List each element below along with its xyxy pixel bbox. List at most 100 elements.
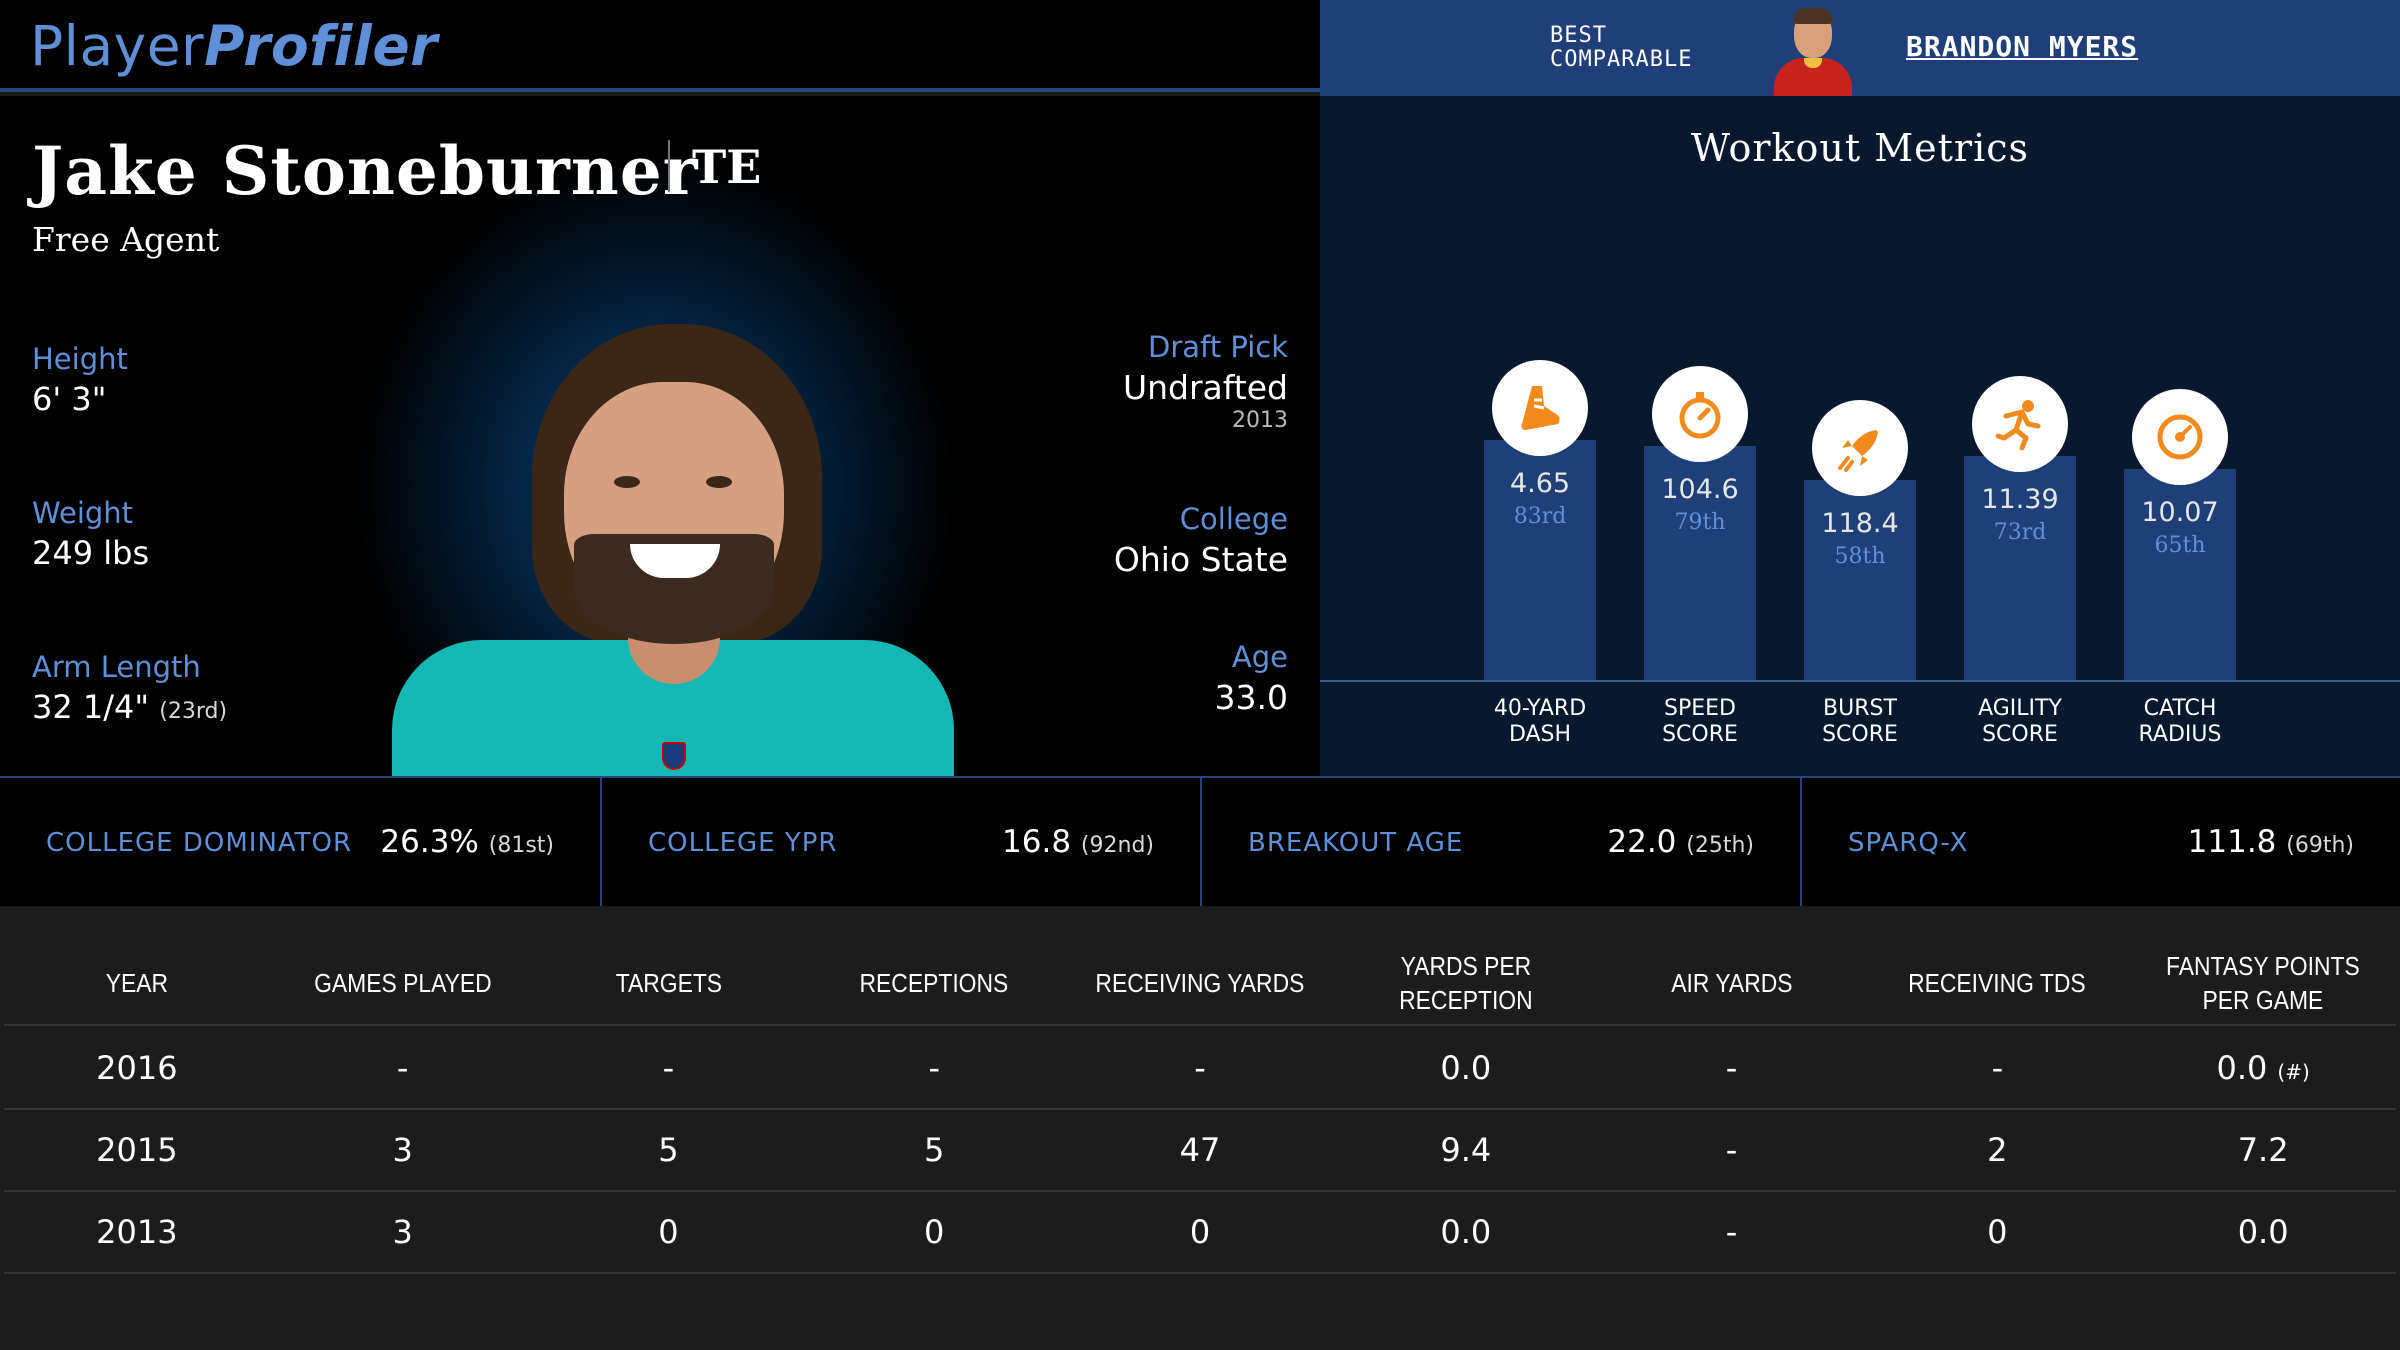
site-header: PlayerProfiler [0, 0, 1320, 92]
column-header[interactable]: YARDS PER RECEPTION [1399, 951, 1533, 1015]
metric-bar [1484, 440, 1596, 680]
workout-metrics-title: Workout Metrics [1690, 126, 2030, 170]
comparable-avatar[interactable] [1768, 6, 1858, 96]
table-cell: - [1194, 1049, 1206, 1087]
column-header[interactable]: RECEIVING YARDS [1095, 968, 1305, 998]
metric-bar [1644, 446, 1756, 680]
height-label: Height [32, 342, 128, 376]
table-cell: - [396, 1049, 409, 1087]
table-cell: 5 [924, 1131, 945, 1169]
nfl-shield-icon [662, 742, 686, 770]
metric-value: 4.65 [1509, 468, 1571, 499]
table-cell: 0 [1189, 1213, 1211, 1251]
table-cell: 5 [658, 1131, 679, 1169]
column-header[interactable]: AIR YARDS [1670, 968, 1793, 998]
table-cell: 2013 [96, 1213, 178, 1251]
age-label: Age [1231, 640, 1288, 674]
college-label: College [1179, 502, 1288, 536]
metric-label: SPEED SCORE [1662, 696, 1738, 747]
target-icon [2132, 389, 2228, 485]
metric-label: AGILITY SCORE [1978, 696, 2062, 747]
draft-pick-value: Undrafted [1122, 368, 1288, 407]
stat-sparq-x[interactable]: SPARQ-X 111.8 (69th) [1800, 776, 2400, 906]
stat-value: 26.3% (81st) [380, 824, 554, 860]
column-header[interactable]: RECEPTIONS [859, 968, 1009, 998]
metric-value: 10.07 [2141, 497, 2219, 528]
metric-percentile: 73rd [1993, 520, 2047, 545]
arm-length-value: 32 1/4" (23rd) [32, 688, 228, 726]
stat-label: COLLEGE YPR [648, 828, 838, 858]
stat-label: COLLEGE DOMINATOR [46, 828, 353, 858]
table-cell: - [1725, 1213, 1738, 1251]
table-cell: 9.4 [1440, 1131, 1492, 1169]
rocket-icon [1812, 400, 1908, 496]
column-header[interactable]: TARGETS [615, 968, 722, 998]
draft-year: 2013 [1232, 408, 1288, 433]
playerprofiler-logo[interactable]: PlayerProfiler [30, 14, 438, 78]
metric-bar [1964, 456, 2076, 680]
stat-value: 22.0 (25th) [1607, 824, 1754, 860]
column-header[interactable]: RECEIVING TDS [1908, 968, 2087, 998]
table-cell: 3 [392, 1131, 413, 1169]
metric-label: CATCH RADIUS [2138, 696, 2222, 747]
college-value: Ohio State [1113, 540, 1288, 579]
table-cell: 0 [924, 1213, 945, 1251]
divider [668, 140, 670, 192]
table-header-row: YEAR GAMES PLAYED TARGETS RECEPTIONS REC… [4, 942, 2396, 1026]
stopwatch-icon [1652, 366, 1748, 462]
chart-baseline [1320, 680, 2400, 682]
table-cell: 0.0 [2237, 1213, 2289, 1251]
table-cell: 7.2 [2237, 1131, 2289, 1169]
runner-icon [1972, 376, 2068, 472]
table-row: 2015 3 5 5 47 9.4 - 2 7.2 [4, 1110, 2396, 1192]
table-cell: - [662, 1049, 675, 1087]
table-cell: 0 [658, 1213, 679, 1251]
stat-college-ypr[interactable]: COLLEGE YPR 16.8 (92nd) [600, 776, 1200, 906]
arm-length-label: Arm Length [32, 650, 201, 684]
shoe-icon [1492, 360, 1588, 456]
advanced-stats-strip: COLLEGE DOMINATOR 26.3% (81st) COLLEGE Y… [0, 776, 2400, 906]
player-name: Jake Stoneburner [32, 132, 699, 210]
metric-percentile: 58th [1834, 544, 1886, 569]
player-position: TE [692, 140, 762, 194]
player-team: Free Agent [32, 220, 220, 259]
metric-label: BURST SCORE [1822, 696, 1898, 747]
table-cell: 2015 [96, 1131, 178, 1169]
table-cell: 2 [1987, 1131, 2008, 1169]
table-cell: 0.0 [1440, 1213, 1492, 1251]
draft-pick-label: Draft Pick [1148, 330, 1288, 364]
table-cell: 0.0 [1440, 1049, 1492, 1087]
metric-bar [1804, 480, 1916, 680]
metric-percentile: 65th [2154, 533, 2206, 558]
column-header[interactable]: YEAR [105, 968, 169, 998]
comparable-player-link[interactable]: BRANDON MYERS [1906, 30, 2139, 63]
table-cell: 2016 [96, 1049, 178, 1087]
stat-breakout-age[interactable]: BREAKOUT AGE 22.0 (25th) [1200, 776, 1800, 906]
height-value: 6' 3" [32, 380, 107, 418]
column-header[interactable]: FANTASY POINTS PER GAME [2166, 951, 2360, 1015]
metric-percentile: 83rd [1513, 504, 1567, 529]
footnote-marker[interactable]: (#) [2277, 1060, 2310, 1084]
season-stats-table: YEAR GAMES PLAYED TARGETS RECEPTIONS REC… [0, 906, 2400, 1350]
stat-value: 111.8 (69th) [2187, 824, 2354, 860]
stat-college-dominator[interactable]: COLLEGE DOMINATOR 26.3% (81st) [0, 776, 600, 906]
weight-label: Weight [32, 496, 134, 530]
table-row: 2016 - - - - 0.0 - - 0.0 (#) [4, 1028, 2396, 1110]
stat-label: BREAKOUT AGE [1248, 828, 1464, 858]
stat-label: SPARQ-X [1848, 828, 1969, 858]
table-cell: 0.0 (#) [2216, 1049, 2310, 1087]
table-cell: 0 [1987, 1213, 2008, 1251]
metric-value: 11.39 [1981, 484, 2059, 515]
best-comparable-bar: BEST COMPARABLE BRANDON MYERS [1320, 0, 2400, 96]
age-value: 33.0 [1214, 678, 1288, 717]
metric-value: 104.6 [1661, 474, 1739, 505]
metric-bar [2124, 469, 2236, 680]
column-header[interactable]: GAMES PLAYED [313, 968, 492, 998]
metric-value: 118.4 [1821, 508, 1899, 539]
table-cell: 3 [392, 1213, 413, 1251]
best-comparable-label: BEST COMPARABLE [1550, 23, 1693, 72]
table-cell: - [1725, 1131, 1738, 1169]
workout-metrics-panel: Workout Metrics 4.65 83rd 40-YARD DASH 1… [1320, 96, 2400, 776]
stat-value: 16.8 (92nd) [1002, 824, 1154, 860]
player-panel: Jake Stoneburner TE Free Agent Height 6'… [0, 96, 1320, 780]
